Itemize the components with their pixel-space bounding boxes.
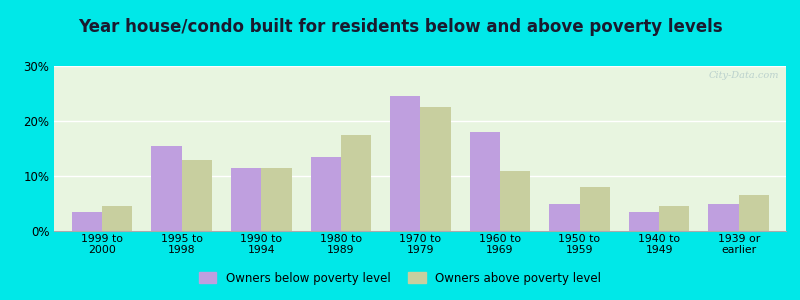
Bar [709, 203, 738, 231]
Bar [738, 195, 769, 231]
Bar [579, 187, 610, 231]
Bar [182, 160, 212, 231]
Legend: Owners below poverty level, Owners above poverty level: Owners below poverty level, Owners above… [195, 268, 605, 288]
Bar [629, 212, 659, 231]
Bar [550, 203, 579, 231]
Bar [470, 132, 500, 231]
Text: Year house/condo built for residents below and above poverty levels: Year house/condo built for residents bel… [78, 18, 722, 36]
Bar [231, 168, 262, 231]
Bar [659, 206, 690, 231]
Bar [72, 212, 102, 231]
Bar [341, 135, 371, 231]
Bar [500, 170, 530, 231]
Bar [151, 146, 182, 231]
Bar [310, 157, 341, 231]
Bar [390, 96, 421, 231]
Bar [421, 107, 450, 231]
Bar [262, 168, 291, 231]
Text: City-Data.com: City-Data.com [709, 71, 779, 80]
Bar [102, 206, 132, 231]
